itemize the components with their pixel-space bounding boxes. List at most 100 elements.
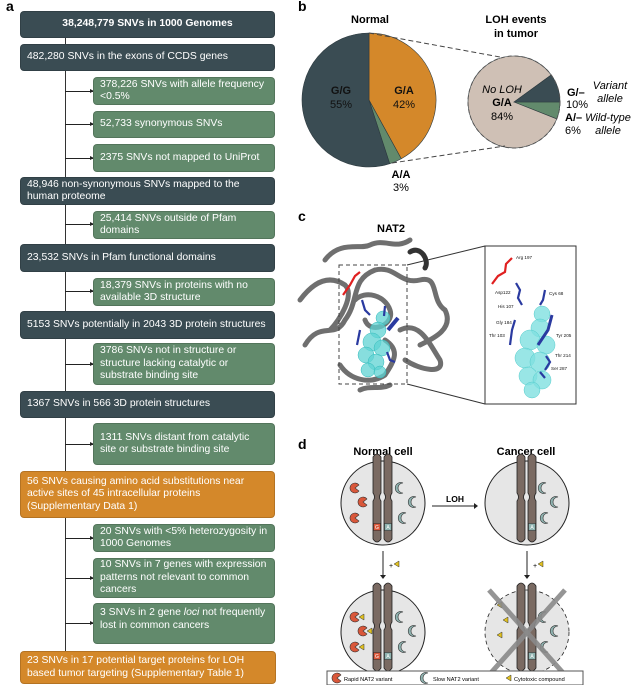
legend-box (326, 670, 584, 685)
allele-label: G (375, 525, 379, 531)
normal-cell-title: Normal cell (353, 446, 412, 458)
slow-nat2-enzyme (407, 625, 417, 637)
allele-label: A (386, 525, 390, 531)
cytotoxic-compound-icon (393, 560, 400, 568)
chromosome (372, 453, 382, 543)
residue-label: Asp122 (495, 290, 511, 295)
flow-box-pfam-domains: 23,532 SNVs in Pfam functional domains (20, 244, 275, 272)
rapid-nat2-enzyme (357, 496, 368, 508)
cytotoxic-compound (502, 616, 509, 624)
residue-label: His 107 (498, 304, 514, 309)
normal-cell-treated (340, 589, 426, 675)
flow-arrow (65, 222, 94, 226)
legend-compound: Cytotoxic compound (514, 677, 565, 683)
inset-residue-sticks (491, 257, 554, 379)
residue-label: Tyr 205 (556, 333, 572, 338)
rapid-nat2-enzyme (357, 625, 368, 637)
flow-arrow (65, 621, 94, 625)
slow-nat2-enzyme (407, 496, 417, 508)
pie-label-no-loh: No LOH (482, 84, 522, 96)
flow-box-filter-allele-freq: 378,226 SNVs with allele frequency <0.5% (93, 77, 275, 105)
residue-labels: Arg 197 Asp122 Cys 68 His 107 Gly 184 Th… (489, 255, 572, 371)
pie-label-a-minus: A/– (565, 112, 582, 124)
pie-pct-loh-ga: 84% (491, 111, 513, 123)
pie-label-loh-ga: G/A (492, 97, 512, 109)
allele-marker-a (528, 652, 536, 660)
pie-loh-title-2: in tumor (494, 28, 539, 40)
allele-label: A (386, 654, 390, 660)
pie-pct-g-minus: 10% (566, 99, 588, 111)
flow-box-proteome: 48,946 non-synonymous SNVs mapped to the… (20, 177, 275, 205)
normal-cell (340, 460, 426, 546)
flow-arrow (65, 362, 94, 366)
flow-arrow (65, 122, 94, 126)
residue-label: Cys 68 (549, 291, 564, 296)
allele-marker-g (373, 652, 381, 660)
pie-pct-a-minus: 6% (565, 125, 581, 137)
substrate-spheres (357, 310, 391, 379)
pie-note-wildtype-1: Wild-type (585, 112, 631, 124)
cytotoxic-compound (366, 627, 373, 635)
cytotoxic-compound (358, 613, 365, 621)
slow-nat2-enzyme (537, 482, 547, 494)
pie-pct-aa: 3% (393, 182, 409, 194)
flow-box-filter-heterozygosity: 20 SNVs with <5% heterozygosity in 1000 … (93, 524, 275, 552)
allele-marker-a (384, 652, 392, 660)
pie-normal-slice-ga (368, 32, 437, 160)
cancer-cell-title: Cancer cell (497, 446, 556, 458)
protein-title: NAT2 (377, 223, 405, 235)
legend-slow: Slow NAT2 variant (433, 677, 479, 683)
pie-normal-slice-gg (301, 32, 391, 168)
inset-connector-bottom (406, 383, 486, 405)
flow-text: not frequently lost in common cancers (100, 607, 266, 631)
pie-note-variant-1: Variant (593, 80, 628, 92)
flow-arrow (65, 536, 94, 540)
rapid-nat2-enzyme (349, 482, 360, 494)
zoom-connector-bottom (391, 145, 506, 164)
flow-trunk-line (65, 37, 66, 651)
residue-label: Gly 184 (496, 320, 512, 325)
flow-box-final-targets: 23 SNVs in 17 potential target proteins … (20, 651, 276, 684)
plus-sign: + (533, 563, 537, 570)
slow-nat2-enzyme (539, 512, 549, 524)
flow-box-566-structures: 1367 SNVs in 566 3D protein structures (20, 391, 275, 418)
pie-label-g-minus: G/– (567, 87, 585, 99)
allele-marker-a (384, 523, 392, 531)
zoom-region-box (338, 264, 408, 385)
allele-marker-g (373, 523, 381, 531)
cytotoxic-compound (358, 643, 365, 651)
cytotoxic-compound-icon (537, 560, 544, 568)
panel-label-c: c (298, 208, 306, 224)
flow-box-ccds: 482,280 SNVs in the exons of CCDS genes (20, 44, 275, 71)
flow-box-56-snvs: 56 SNVs causing amino acid substitutions… (20, 471, 275, 518)
treatment-arrowhead-normal (380, 575, 386, 579)
slow-nat2-enzyme (397, 641, 407, 653)
inset-connector-top (406, 245, 486, 266)
pie-label-gg: G/G (331, 85, 351, 97)
panel-label-b: b (298, 0, 307, 14)
cytotoxic-compound (496, 631, 503, 639)
flow-box-total: 38,248,779 SNVs in 1000 Genomes (20, 11, 275, 38)
slow-nat2-enzyme (549, 496, 559, 508)
residue-label: Thr 214 (555, 353, 571, 358)
chromosome (372, 582, 382, 672)
flow-text: 3 SNVs in 2 gene (100, 607, 184, 618)
flow-arrow (65, 89, 94, 93)
slow-nat2-enzyme (394, 482, 404, 494)
allele-marker-a (528, 523, 536, 531)
allele-label: A (530, 654, 534, 660)
allele-label: A (530, 525, 534, 531)
flow-box-filter-pfam: 25,414 SNVs outside of Pfam domains (93, 211, 275, 239)
cancer-cell (484, 460, 570, 546)
pie-label-aa: A/A (392, 169, 411, 181)
rapid-nat2-enzyme (349, 512, 360, 524)
legend-rapid: Rapid NAT2 variant (344, 677, 393, 683)
legend-compound-icon (505, 674, 512, 682)
flow-arrow (65, 156, 94, 160)
flow-arrow (65, 576, 94, 580)
slow-nat2-enzyme (549, 625, 559, 637)
cell-diagrams: G A A G A A (340, 453, 570, 677)
flow-arrow (65, 289, 94, 293)
flow-box-filter-synonymous: 52,733 synonymous SNVs (93, 111, 275, 138)
